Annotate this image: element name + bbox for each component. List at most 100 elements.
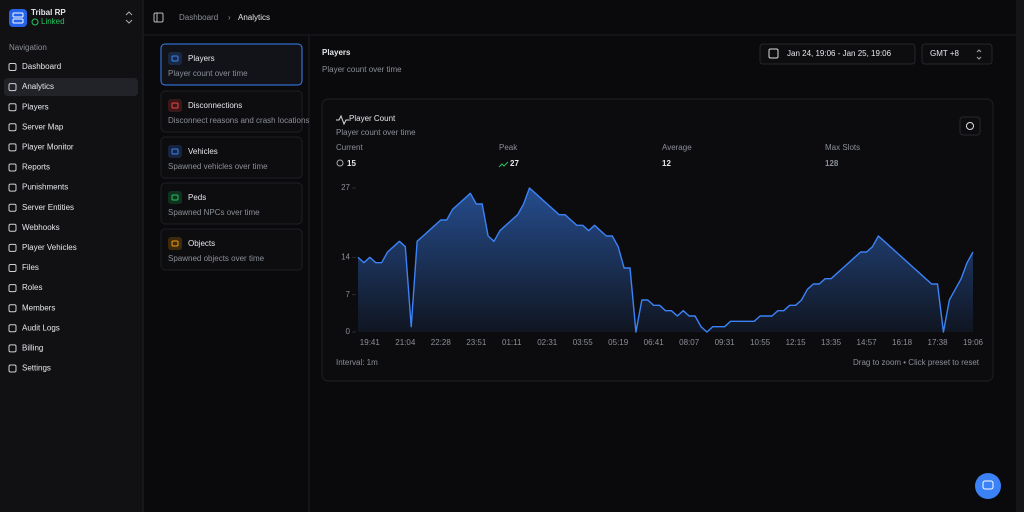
nav-item[interactable]: Webhooks (22, 223, 60, 232)
tab-card[interactable] (160, 228, 303, 271)
tab-icon-bg (168, 237, 182, 250)
tab-icon (171, 240, 179, 247)
x-tick-label: 10:55 (750, 338, 771, 347)
area-fill (358, 188, 973, 332)
nav-item[interactable]: Files (22, 263, 39, 272)
tab-subtitle: Spawned NPCs over time (168, 208, 260, 217)
x-tick-label: 14:57 (857, 338, 878, 347)
stat-value: 128 (825, 159, 839, 168)
nav-item[interactable]: Billing (22, 344, 43, 353)
x-tick-label: 19:41 (360, 338, 381, 347)
stat-value: 27 (510, 159, 519, 168)
sidebar-toggle[interactable] (153, 12, 164, 23)
x-tick-label: 01:11 (502, 338, 522, 347)
nav-item[interactable]: Punishments (22, 183, 68, 192)
stat-icon (498, 161, 509, 168)
nav-item[interactable]: Analytics (22, 82, 54, 91)
page-title: Players (322, 48, 351, 57)
tab-card[interactable] (160, 182, 303, 225)
tab-subtitle: Disconnect reasons and crash locations (168, 116, 309, 125)
nav-item[interactable]: Player Vehicles (22, 243, 77, 252)
tab-card[interactable] (160, 90, 303, 133)
x-tick-label: 05:19 (608, 338, 629, 347)
y-tick-label: 0 (346, 327, 351, 336)
tab-card[interactable] (160, 43, 303, 86)
nav-item[interactable]: Dashboard (22, 62, 61, 71)
tab-title: Vehicles (188, 147, 218, 156)
tab-card[interactable] (160, 136, 303, 179)
nav-item[interactable]: Players (22, 102, 49, 111)
chat-button[interactable] (975, 473, 1001, 499)
nav-icon (8, 183, 17, 192)
panel-title: Player Count (349, 114, 396, 123)
sidebar (0, 0, 143, 512)
y-tick-label: 14 (341, 252, 350, 261)
breadcrumb-item[interactable]: Dashboard (179, 13, 218, 22)
nav-item[interactable]: Reports (22, 163, 50, 172)
tab-subtitle: Player count over time (168, 69, 248, 78)
logo-icon (12, 18, 24, 24)
nav-item[interactable]: Audit Logs (22, 323, 60, 332)
nav-section-label: Navigation (9, 43, 47, 52)
tab-title: Objects (188, 239, 215, 248)
tab-title: Peds (188, 193, 206, 202)
nav-item[interactable]: Members (22, 303, 55, 312)
nav-item[interactable]: Player Monitor (22, 143, 74, 152)
date-range-button[interactable] (759, 43, 916, 65)
x-tick-label: 06:41 (644, 338, 665, 347)
stat-label: Max Slots (825, 143, 860, 152)
x-tick-label: 09:31 (715, 338, 736, 347)
tab-icon (171, 194, 179, 201)
refresh-icon (966, 122, 974, 130)
nav-icon (8, 324, 17, 333)
x-tick-label: 13:35 (821, 338, 842, 347)
workspace-name: Tribal RP (31, 8, 66, 17)
nav-item[interactable]: Server Entities (22, 203, 74, 212)
x-tick-label: 02:31 (537, 338, 558, 347)
x-tick-label: 12:15 (786, 338, 807, 347)
nav-icon (8, 123, 17, 132)
tab-icon-bg (168, 99, 182, 112)
nav-icon (8, 163, 17, 172)
chart-interval: Interval: 1m (336, 358, 378, 367)
x-tick-label: 17:38 (928, 338, 949, 347)
nav-icon (8, 223, 17, 232)
x-tick-label: 21:04 (395, 338, 416, 347)
calendar-icon (768, 48, 779, 59)
nav-icon (8, 364, 17, 373)
tab-icon (171, 55, 179, 62)
tab-icon (171, 148, 179, 155)
y-tick-label: 27 (341, 183, 350, 192)
tab-icon-bg (168, 191, 182, 204)
timezone: GMT +8 (930, 49, 960, 58)
logo-icon (12, 12, 24, 18)
panel-subtitle: Player count over time (336, 128, 416, 137)
x-tick-label: 03:55 (573, 338, 594, 347)
stat-label: Peak (499, 143, 518, 152)
nav-item[interactable]: Settings (22, 364, 51, 373)
nav-icon (8, 103, 17, 112)
nav-icon (8, 264, 17, 272)
breadcrumb-separator: › (228, 13, 231, 22)
nav-item[interactable]: Server Map (22, 122, 64, 131)
chart-hint: Drag to zoom • Click preset to reset (853, 358, 980, 367)
workspace-switch[interactable] (125, 11, 133, 24)
nav-icon (8, 304, 17, 313)
tab-subtitle: Spawned vehicles over time (168, 162, 268, 171)
nav-item[interactable]: Roles (22, 283, 42, 292)
nav-icon (8, 63, 17, 71)
page-subtitle: Player count over time (322, 65, 402, 74)
nav-icon (8, 344, 17, 353)
timezone-select[interactable] (921, 43, 993, 65)
nav-icon (8, 83, 17, 92)
x-tick-label: 19:06 (963, 338, 984, 347)
x-tick-label: 22:28 (431, 338, 452, 347)
x-tick-label: 16:18 (892, 338, 913, 347)
x-tick-label: 08:07 (679, 338, 700, 347)
refresh-button[interactable] (959, 116, 981, 136)
breadcrumb-current: Analytics (238, 13, 270, 22)
status-icon (31, 18, 39, 26)
scrollbar (1016, 0, 1024, 512)
